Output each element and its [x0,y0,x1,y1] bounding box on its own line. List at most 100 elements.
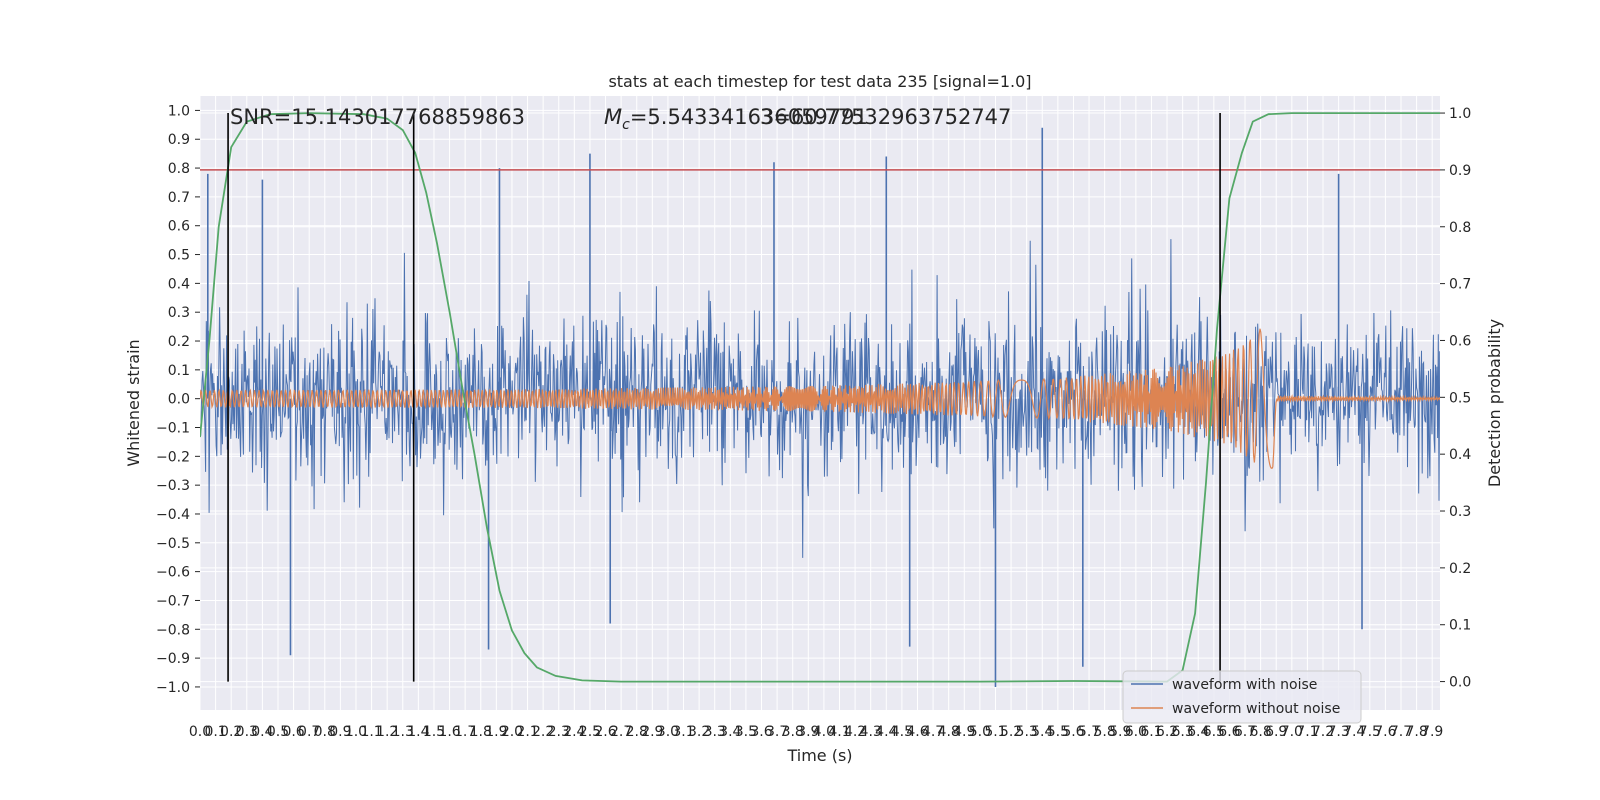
y2-axis-ticks: 0.0 0.1 0.2 0.3 0.4 0.5 0.6 0.7 0.8 0.9 1.0 [1440,106,1471,691]
x-tick-label: 5.1 [984,724,1006,740]
x-tick-label: 5.4 [1031,724,1053,740]
y-tick-label: 0.2 [168,334,190,350]
x-tick-label: 4.5 [891,724,913,740]
y-tick-label: −0.6 [156,565,190,581]
x-tick-label: 6.3 [1172,724,1194,740]
x-tick-label: 2.4 [563,724,585,740]
x-tick-label: 4.0 [813,724,835,740]
chirp-mass-symbol: M [604,105,622,129]
y2-tick-label: 0.1 [1449,618,1471,634]
x-tick-label: 1.9 [485,724,507,740]
y-axis-label: Whitened strain [124,339,143,466]
x-tick-label: 6.2 [1156,724,1178,740]
y2-tick-label: 0.6 [1449,333,1471,349]
plot-content [200,112,1440,687]
y2-axis-label: Detection probability [1485,319,1504,487]
x-tick-label: 6.4 [1187,724,1209,740]
x-tick-label: 5.7 [1078,724,1100,740]
x-tick-label: 4.6 [906,724,928,740]
y2-tick-label: 1.0 [1449,106,1471,122]
y2-tick-label: 0.9 [1449,163,1471,179]
chirp-mass-annotation: Mc=5.543341636059791 [604,105,868,133]
x-axis-label: Time (s) [786,746,852,765]
x-tick-label: 3.6 [750,724,772,740]
x-tick-label: 6.9 [1265,724,1287,740]
chirp-mass-value: =5.543341636059791 [630,105,868,129]
x-tick-label: 2.6 [594,724,616,740]
chirp-mass-subscript: c [622,117,630,133]
x-tick-label: 3.4 [719,724,741,740]
x-tick-label: 2.7 [610,724,632,740]
x-tick-label: 0.3 [236,724,258,740]
x-tick-label: 3.3 [704,724,726,740]
legend-label-noise: waveform with noise [1172,677,1317,693]
x-tick-label: 4.9 [953,724,975,740]
x-tick-label: 5.0 [969,724,991,740]
chart-title: stats at each timestep for test data 235… [608,72,1031,91]
x-tick-label: 7.2 [1312,724,1334,740]
y-tick-label: 0.0 [168,392,190,408]
x-tick-label: 3.9 [797,724,819,740]
x-tick-label: 0.6 [282,724,304,740]
x-tick-label: 0.4 [251,724,273,740]
x-tick-label: 2.9 [641,724,663,740]
x-tick-label: 7.4 [1343,724,1365,740]
y-tick-label: 0.1 [168,363,190,379]
y-tick-label: 0.8 [168,161,190,177]
legend-box [1122,670,1362,724]
y-tick-label: 0.4 [168,276,190,292]
y2-tick-label: 0.5 [1449,390,1471,406]
x-tick-label: 0.2 [220,724,242,740]
y-tick-label: −0.3 [156,478,190,494]
x-tick-label: 5.8 [1094,724,1116,740]
y-tick-label: −0.1 [156,421,190,437]
y-tick-label: 1.0 [168,103,190,119]
x-axis-ticks: 0.00.10.20.30.40.50.60.70.80.91.01.11.21… [189,724,1443,740]
x-tick-label: 4.2 [844,724,866,740]
x-tick-label: 1.2 [376,724,398,740]
x-tick-label: 3.8 [782,724,804,740]
x-tick-label: 7.1 [1296,724,1318,740]
x-tick-label: 2.2 [532,724,554,740]
y-tick-label: −0.2 [156,449,190,465]
x-tick-label: 3.1 [672,724,694,740]
y-tick-label: 0.6 [168,219,190,235]
x-tick-label: 3.5 [735,724,757,740]
x-tick-label: 3.7 [766,724,788,740]
y-axis-ticks: −1.0 −0.9 −0.8 −0.7 −0.6 −0.5 −0.4 −0.3 −0.2 −0.1… [156,103,200,696]
x-tick-label: 2.0 [501,724,523,740]
x-tick-label: 7.3 [1327,724,1349,740]
x-tick-label: 6.0 [1125,724,1147,740]
x-tick-label: 6.8 [1249,724,1271,740]
x-tick-label: 7.8 [1405,724,1427,740]
x-tick-label: 7.0 [1281,724,1303,740]
y-tick-label: 0.9 [168,132,190,148]
y-tick-label: −0.9 [156,651,190,667]
x-tick-label: 1.8 [470,724,492,740]
x-tick-label: 1.1 [360,724,382,740]
x-tick-label: 7.7 [1390,724,1412,740]
x-tick-label: 0.0 [189,724,211,740]
x-tick-label: 2.8 [626,724,648,740]
x-tick-label: 5.3 [1016,724,1038,740]
x-tick-label: 1.3 [392,724,414,740]
x-tick-label: 1.6 [438,724,460,740]
x-tick-label: 5.6 [1062,724,1084,740]
x-tick-label: 2.1 [516,724,538,740]
x-tick-label: 6.5 [1203,724,1225,740]
x-tick-label: 7.6 [1374,724,1396,740]
x-tick-label: 1.7 [454,724,476,740]
y-tick-label: −0.4 [156,507,190,523]
x-tick-label: 4.7 [922,724,944,740]
y2-tick-label: 0.0 [1449,675,1471,691]
x-tick-label: 2.5 [579,724,601,740]
y2-tick-label: 0.3 [1449,504,1471,520]
y2-tick-label: 0.4 [1449,447,1471,463]
x-tick-label: 1.0 [345,724,367,740]
y2-tick-label: 0.8 [1449,220,1471,236]
x-tick-label: 2.3 [548,724,570,740]
x-tick-label: 0.7 [298,724,320,740]
clean-waveform-line [200,328,1440,469]
x-tick-label: 0.8 [314,724,336,740]
